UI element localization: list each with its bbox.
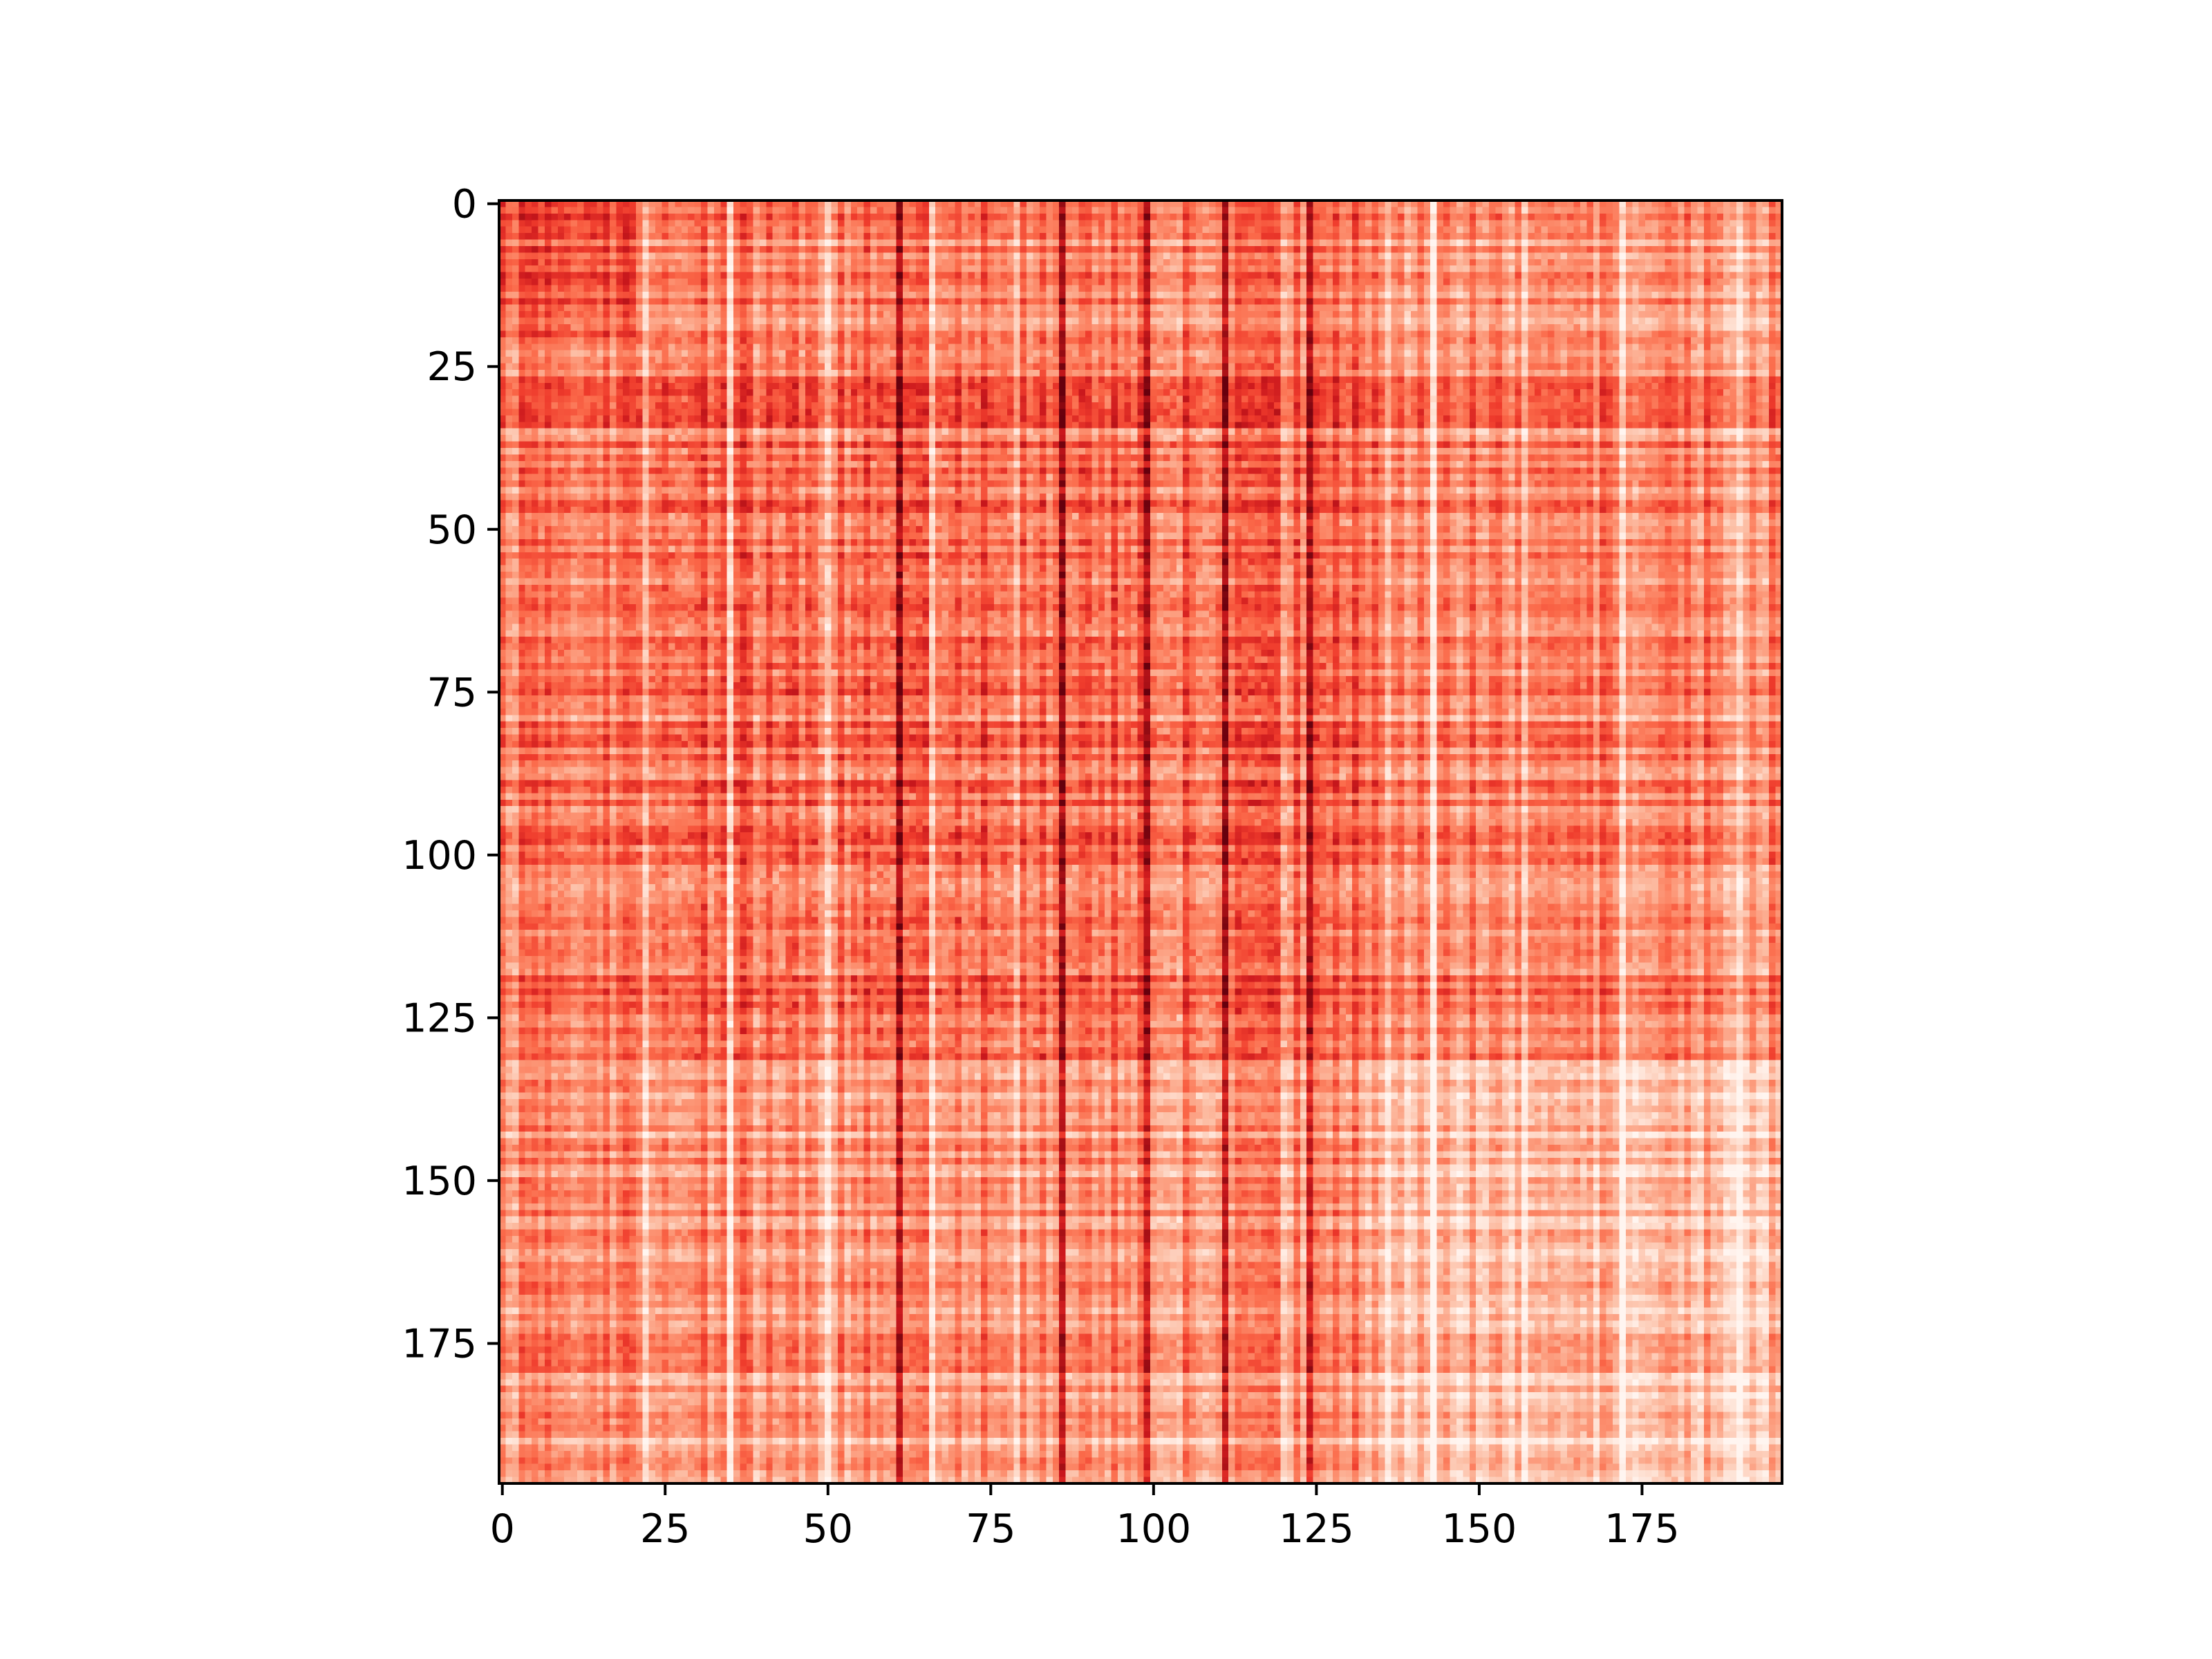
y-axis: 0 25 50 75 100 125 150 175: [402, 182, 499, 1367]
x-tick-label: 175: [1604, 1506, 1680, 1552]
x-tick-label: 150: [1442, 1506, 1517, 1552]
y-tick-label: 175: [402, 1321, 477, 1367]
y-tick-label: 75: [427, 670, 477, 715]
y-tick-label: 100: [402, 833, 477, 879]
x-tick-label: 50: [803, 1506, 854, 1552]
heatmap-image: [499, 200, 1782, 1483]
y-tick-label: 50: [427, 507, 477, 553]
y-tick-label: 25: [427, 344, 477, 390]
x-tick-label: 100: [1116, 1506, 1191, 1552]
x-tick-label: 75: [966, 1506, 1016, 1552]
x-tick-label: 0: [490, 1506, 515, 1552]
y-tick-label: 0: [452, 182, 477, 227]
x-axis: 0 25 50 75 100 125 150 175: [490, 1483, 1680, 1552]
axes-frame: [498, 199, 1783, 1485]
y-tick-label: 125: [402, 995, 477, 1041]
y-tick-label: 150: [402, 1159, 477, 1204]
x-tick-label: 25: [640, 1506, 691, 1552]
x-tick-label: 125: [1279, 1506, 1354, 1552]
plot-area: [499, 200, 1782, 1483]
